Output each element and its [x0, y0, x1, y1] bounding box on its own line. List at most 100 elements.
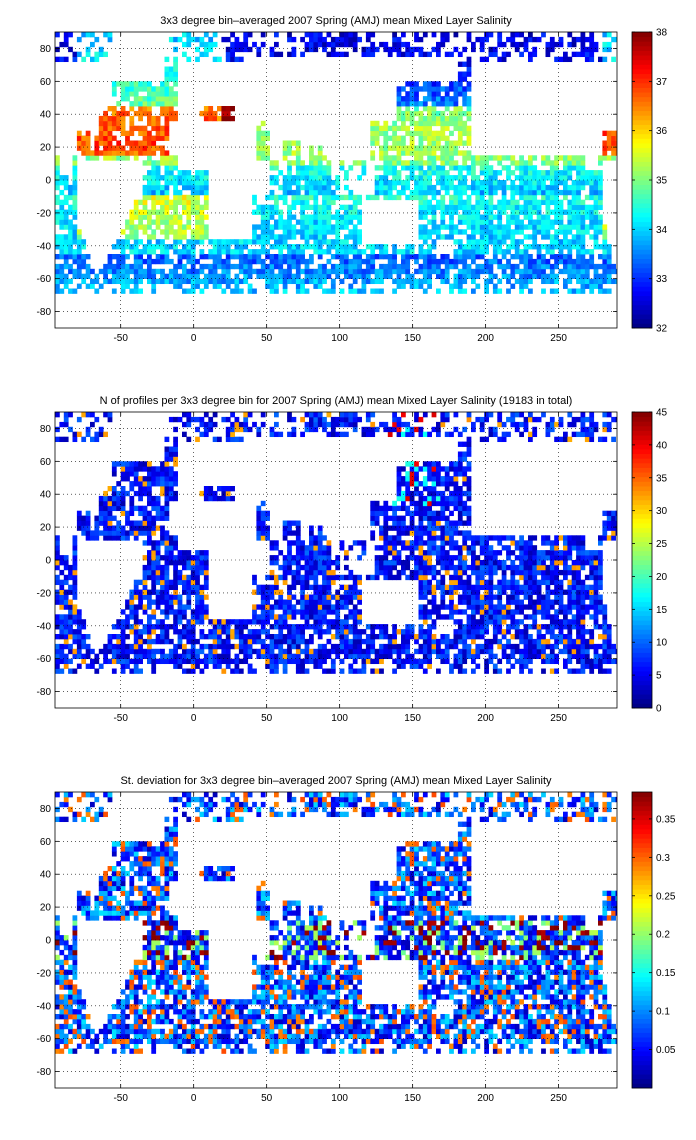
- heatmap-cell: [506, 36, 511, 43]
- heatmap-cell: [282, 530, 288, 536]
- heatmap-cell: [396, 466, 402, 472]
- heatmap-cell: [164, 574, 170, 581]
- heatmap-cell: [361, 658, 367, 665]
- heatmap-cell: [199, 204, 205, 211]
- heatmap-cell: [238, 638, 244, 645]
- heatmap-cell: [457, 278, 463, 285]
- heatmap-cell: [173, 574, 178, 581]
- heatmap-cell: [584, 283, 590, 289]
- heatmap-cell: [234, 653, 240, 660]
- heatmap-cell: [532, 239, 538, 245]
- heatmap-cell: [444, 91, 450, 97]
- heatmap-cell: [357, 579, 362, 586]
- heatmap-cell: [300, 589, 305, 595]
- heatmap-cell: [72, 634, 78, 640]
- heatmap-cell: [497, 180, 503, 186]
- heatmap-cell: [357, 634, 362, 640]
- heatmap-cell: [567, 263, 573, 270]
- heatmap-cell: [182, 614, 187, 620]
- heatmap-cell: [186, 180, 192, 186]
- heatmap-cell: [405, 41, 411, 48]
- heatmap-cell: [309, 165, 314, 171]
- colorbar-step: [632, 254, 652, 260]
- heatmap-cell: [379, 41, 384, 48]
- heatmap-cell: [168, 165, 174, 171]
- heatmap-cell: [361, 648, 367, 655]
- heatmap-cell: [103, 32, 108, 38]
- heatmap-cell: [379, 130, 384, 137]
- heatmap-cell: [444, 120, 450, 127]
- heatmap-cell: [317, 229, 323, 235]
- heatmap-cell: [304, 604, 310, 610]
- colorbar-step: [632, 314, 652, 320]
- heatmap-cell: [59, 214, 65, 220]
- heatmap-cell: [335, 184, 341, 191]
- heatmap-cell: [309, 268, 314, 275]
- heatmap-cell: [422, 258, 428, 265]
- heatmap-cell: [348, 249, 354, 255]
- heatmap-cell: [444, 254, 450, 260]
- heatmap-cell: [357, 214, 362, 220]
- heatmap-cell: [453, 263, 459, 270]
- heatmap-cell: [168, 106, 174, 112]
- heatmap-cell: [401, 412, 406, 418]
- heatmap-cell: [567, 165, 573, 171]
- heatmap-cell: [313, 589, 319, 595]
- heatmap-cell: [142, 624, 148, 630]
- heatmap-cell: [383, 165, 389, 171]
- heatmap-cell: [173, 175, 178, 181]
- heatmap-cell: [160, 278, 165, 285]
- heatmap-cell: [405, 101, 411, 107]
- heatmap-cell: [348, 574, 354, 581]
- heatmap-cell: [265, 268, 270, 275]
- heatmap-cell: [195, 234, 200, 240]
- heatmap-cell: [322, 229, 327, 235]
- heatmap-cell: [606, 135, 612, 141]
- heatmap-cell: [208, 46, 214, 53]
- heatmap-cell: [571, 214, 577, 220]
- heatmap-cell: [387, 51, 393, 58]
- heatmap-cell: [317, 594, 323, 600]
- heatmap-cell: [260, 263, 266, 270]
- heatmap-cell: [379, 145, 384, 151]
- heatmap-cell: [221, 263, 227, 270]
- heatmap-cell: [348, 244, 354, 250]
- heatmap-cell: [177, 249, 183, 255]
- heatmap-cell: [238, 648, 244, 655]
- heatmap-cell: [168, 481, 174, 487]
- heatmap-cell: [392, 540, 397, 546]
- heatmap-cell: [563, 56, 568, 63]
- heatmap-cell: [414, 574, 419, 581]
- heatmap-cell: [558, 209, 564, 215]
- heatmap-cell: [116, 648, 122, 655]
- heatmap-cell: [138, 273, 143, 280]
- heatmap-cell: [103, 135, 108, 141]
- heatmap-cell: [221, 643, 227, 650]
- heatmap-cell: [173, 594, 178, 600]
- heatmap-cell: [444, 175, 450, 181]
- heatmap-cell: [243, 634, 249, 640]
- heatmap-cell: [330, 421, 336, 428]
- heatmap-cell: [234, 619, 240, 625]
- heatmap-cell: [431, 110, 437, 117]
- heatmap-cell: [173, 643, 178, 650]
- heatmap-cell: [195, 36, 200, 43]
- heatmap-cell: [589, 263, 595, 270]
- heatmap-cell: [76, 249, 82, 255]
- heatmap-cell: [387, 638, 393, 645]
- heatmap-cell: [549, 268, 555, 275]
- heatmap-cell: [313, 609, 319, 615]
- heatmap-cell: [72, 619, 78, 625]
- heatmap-cell: [431, 81, 437, 87]
- heatmap-cell: [129, 466, 135, 472]
- heatmap-cell: [514, 239, 520, 245]
- heatmap-cell: [81, 515, 87, 521]
- heatmap-cell: [401, 490, 406, 497]
- heatmap-cell: [501, 41, 507, 48]
- heatmap-cell: [440, 36, 446, 43]
- heatmap-cell: [76, 254, 82, 260]
- heatmap-cell: [269, 288, 275, 294]
- heatmap-cell: [352, 41, 358, 48]
- heatmap-cell: [317, 648, 323, 655]
- heatmap-cell: [492, 224, 498, 230]
